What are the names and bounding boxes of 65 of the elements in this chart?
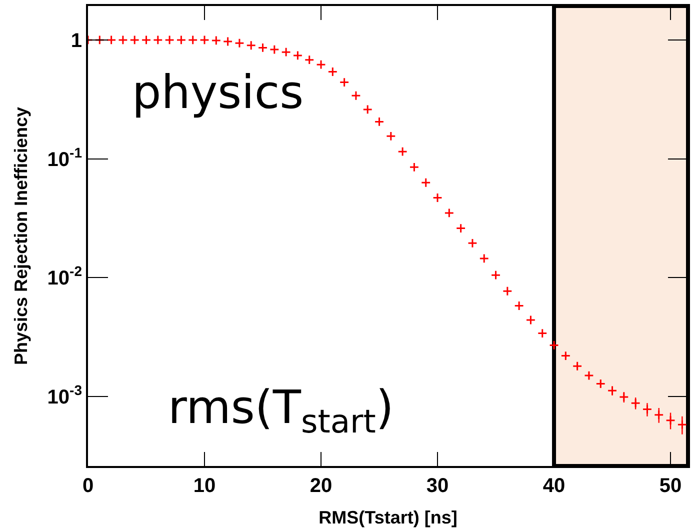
point [642,404,652,414]
point [526,315,536,325]
point [537,328,548,338]
y-tick-label: 10$^{-2}$ [47,263,82,290]
point [654,410,664,420]
point [246,40,256,50]
point [502,286,512,296]
point [514,300,524,311]
point [677,420,688,430]
point [328,66,338,77]
y-tick-label: 10$^{-1}$ [47,144,82,171]
point [200,34,210,45]
point [269,44,280,54]
x-tick-label: 0 [82,475,94,497]
point [106,34,116,45]
annotation: rms(T$_{start}$) [168,380,394,441]
point [468,238,478,248]
y-tick-label: 10$^{-3}$ [47,382,82,408]
point [339,77,350,88]
point [176,34,186,45]
point [304,54,314,65]
point [560,350,571,361]
point [409,162,420,172]
point [222,36,233,46]
point [607,386,618,396]
x-tick-label: 10 [193,475,216,497]
point [258,42,268,53]
point [141,34,152,45]
point [666,415,676,426]
point [490,270,501,280]
point [456,223,466,234]
point [432,192,442,203]
point [188,34,198,45]
point [374,116,384,127]
x-tick-label: 30 [426,475,449,497]
point [362,104,373,114]
point [479,254,490,264]
point [549,340,559,350]
point [596,378,606,389]
point [630,398,641,408]
point [444,208,454,218]
point [94,34,105,45]
x-axis-title: RMS(Tstart) [ns] [318,508,458,528]
point [130,34,140,45]
point [572,361,582,372]
point [316,60,326,70]
point [118,34,128,45]
point [420,178,431,188]
point [618,392,629,402]
x-tick-label: 40 [542,475,566,497]
point [234,38,244,48]
x-tick-label: 50 [659,475,682,497]
point [584,370,594,380]
point [398,146,408,157]
point [152,34,163,45]
point [211,36,222,46]
annotation: physics [132,65,304,119]
point [164,34,174,45]
point [386,131,396,142]
x-tick-label: 20 [310,475,332,497]
point [281,47,292,58]
point [351,90,361,101]
point [292,50,303,60]
y-axis-title: Physics Rejection Inefficiency [10,106,31,366]
y-tick-label: 1 [70,30,82,52]
